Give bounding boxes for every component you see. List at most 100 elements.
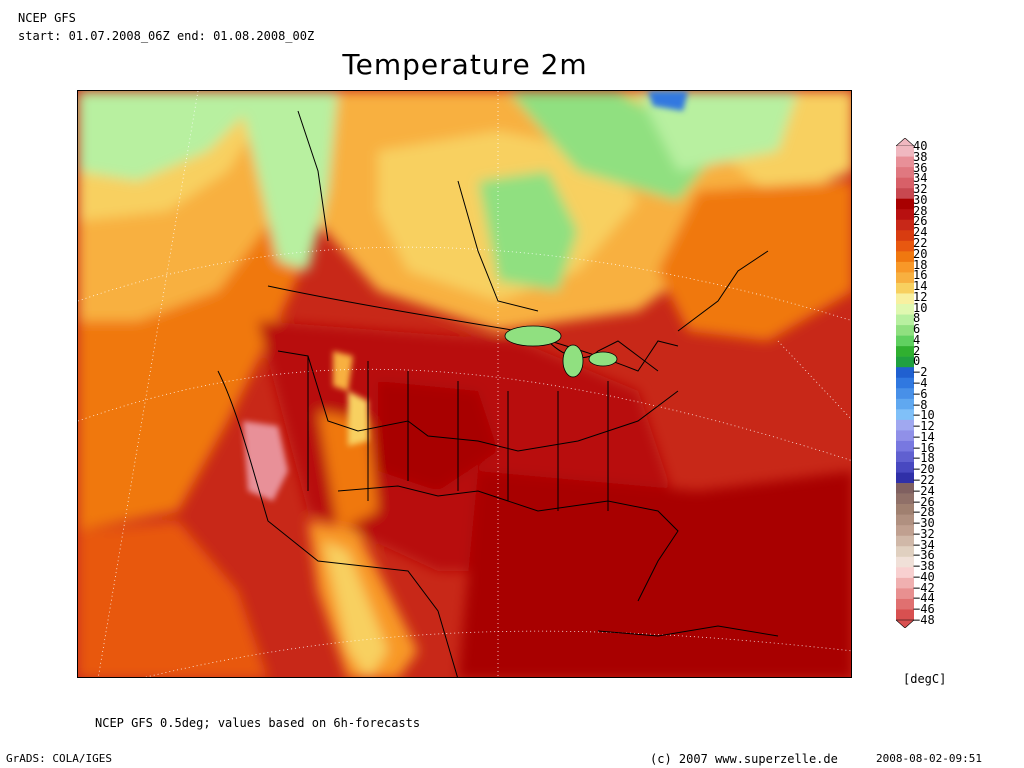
colorbar-tick-label: −34 [913,537,935,552]
colorbar-swatch [896,483,914,494]
colorbar-tick-label: −12 [913,419,935,434]
colorbar-tick-label: −30 [913,516,935,531]
colorbar-tick-label: −36 [913,548,935,563]
copyright: (c) 2007 www.superzelle.de [650,752,838,766]
colorbar-swatch [896,209,914,221]
colorbar-tick-label: 24 [913,225,928,240]
timestamp: 2008-08-02-09:51 [876,752,982,765]
colorbar-swatch [896,451,914,463]
colorbar-swatch [896,398,914,410]
colorbar-tick-label: −26 [913,494,935,509]
colorbar-swatch [896,588,914,600]
colorbar-swatch [896,272,914,284]
colorbar-swatch [896,440,914,452]
colorbar-swatch [896,167,914,178]
colorbar-tick-label: −20 [913,462,935,477]
colorbar-tick-label: 6 [913,322,921,337]
colorbar-swatch [896,525,914,537]
colorbar-tick-label: −22 [913,472,935,487]
colorbar [895,137,915,629]
colorbar-tick-label: −44 [913,591,935,606]
colorbar-swatch [896,514,914,526]
colorbar-swatch [896,346,914,357]
colorbar-swatch [896,388,914,400]
colorbar-tick-label: 20 [913,246,928,261]
colorbar-swatch [896,146,914,157]
colorbar-swatch [896,230,914,242]
colorbar-tick-label: −4 [913,376,928,390]
colorbar-tick-label: 10 [913,300,928,315]
colorbar-swatch [896,556,914,568]
colorbar-tick-label: 28 [913,203,928,218]
colorbar-tick-label: −24 [913,483,935,498]
colorbar-tick-label: −16 [913,440,935,455]
colorbar-swatch [896,493,914,505]
colorbar-tick-label: −6 [913,386,928,401]
colorbar-tick-label: 22 [913,235,928,250]
colorbar-min-arrow [895,619,915,629]
colorbar-tick-label: 18 [913,257,928,272]
colorbar-tick-label: 16 [913,268,928,283]
colorbar-swatch [896,293,914,305]
footer-note: NCEP GFS 0.5deg; values based on 6h-fore… [95,716,421,730]
map-title: Temperature 2m [342,48,588,81]
colorbar-swatch [896,609,914,621]
colorbar-tick-label: −48 [913,613,935,627]
colorbar-tick-label: −40 [913,569,935,584]
colorbar-swatch [896,156,914,168]
colorbar-tick-label: 40 [913,139,928,153]
colorbar-tick-label: −14 [913,429,935,444]
period-label: start: 01.07.2008_06Z end: 01.08.2008_00… [18,29,315,43]
colorbar-tick-label: 12 [913,289,928,304]
colorbar-swatch [896,325,914,336]
colorbar-tick-label: 34 [913,171,928,186]
colorbar-tick-label: −28 [913,505,935,520]
colorbar-swatch [896,314,914,326]
colorbar-swatch [896,198,914,210]
colorbar-swatch [896,304,914,315]
colorbar-tick-label: −2 [913,365,928,380]
colorbar-swatch [896,409,914,421]
colorbar-swatch [896,419,914,431]
model-label: NCEP GFS [18,11,76,25]
colorbar-tick-label: −42 [913,580,935,595]
colorbar-tick-label: 32 [913,182,928,197]
colorbar-swatch [896,282,914,294]
colorbar-swatch [896,356,914,368]
colorbar-scale [895,137,915,629]
temperature-map [77,90,852,678]
colorbar-swatch [896,567,914,579]
colorbar-swatch [896,377,914,389]
colorbar-tick-label: 26 [913,214,928,229]
software-credit: GrADS: COLA/IGES [6,752,112,765]
colorbar-swatch [896,577,914,589]
colorbar-tick-label: −38 [913,559,935,574]
colorbar-tick-label: 4 [913,332,921,347]
colorbar-swatch [896,177,914,189]
colorbar-swatch [896,188,914,199]
colorbar-tick-label: 30 [913,192,928,207]
colorbar-swatch [896,504,914,515]
colorbar-tick-label: 2 [913,343,921,358]
colorbar-tick-label: 0 [913,354,921,369]
colorbar-swatch [896,598,914,610]
colorbar-swatch [896,219,914,231]
colorbar-tick-label: 14 [913,279,928,294]
colorbar-swatch [896,240,914,252]
colorbar-tick-label: 8 [913,311,921,326]
colorbar-tick-label: −8 [913,397,928,412]
colorbar-swatch [896,335,914,347]
colorbar-tick-label: −46 [913,602,935,617]
colorbar-tick-label: 36 [913,160,928,175]
colorbar-swatch [896,546,914,558]
colorbar-swatch [896,261,914,273]
colorbar-swatch [896,462,914,473]
colorbar-swatch [896,251,914,263]
colorbar-unit: [degC] [903,672,947,686]
colorbar-tick-label: 38 [913,149,928,164]
colorbar-tick-label: −32 [913,526,935,541]
colorbar-swatch [896,472,914,484]
colorbar-tick-label: −18 [913,451,935,466]
colorbar-swatch [896,430,914,442]
colorbar-max-arrow [895,137,915,147]
